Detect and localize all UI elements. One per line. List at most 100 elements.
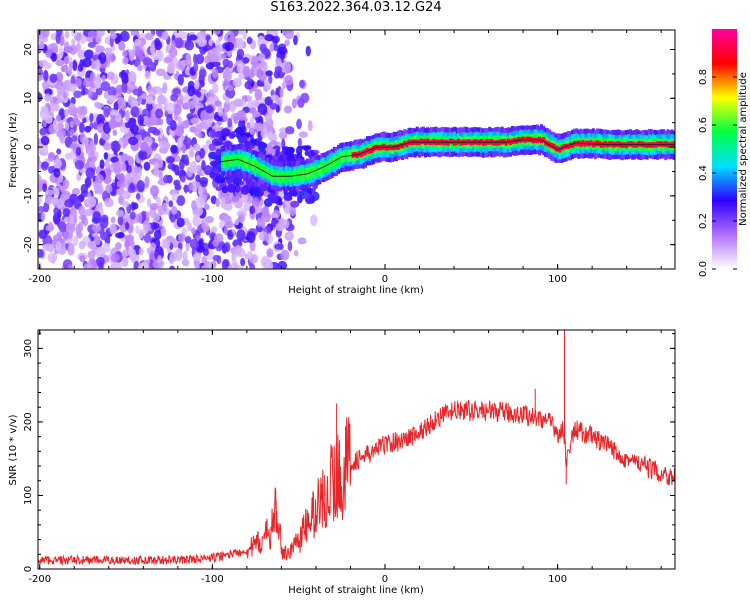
noise-blob — [210, 53, 220, 63]
noise-blob — [222, 203, 233, 211]
noise-blob — [78, 240, 86, 250]
noise-blob — [221, 259, 229, 269]
noise-blob — [284, 61, 292, 74]
noise-blob — [247, 250, 253, 260]
ridge-cell — [355, 152, 359, 158]
spectrogram-x-label: Height of straight line (km) — [288, 285, 424, 296]
noise-blob — [231, 195, 240, 203]
noise-blob — [274, 66, 283, 73]
noise-blob — [144, 32, 154, 41]
noise-blob — [50, 52, 57, 62]
noise-blob — [234, 128, 242, 134]
ridge-cell — [558, 147, 562, 153]
noise-blob — [138, 212, 143, 224]
noise-blob — [208, 39, 213, 46]
noise-blob — [168, 256, 175, 265]
snr-frame — [37, 329, 676, 570]
noise-blob — [59, 135, 66, 144]
ridge-cell — [247, 157, 251, 169]
noise-blob — [183, 158, 190, 167]
noise-blob — [84, 49, 94, 60]
noise-blob — [307, 120, 313, 132]
ridge-cell — [668, 142, 672, 148]
noise-blob — [198, 68, 207, 79]
noise-blob — [293, 249, 299, 257]
ridge-cell — [533, 137, 537, 143]
noise-blob — [195, 174, 201, 182]
x-tick-label: 0 — [382, 574, 388, 585]
ridge-cell — [504, 140, 508, 146]
noise-blob — [41, 161, 49, 168]
noise-blob — [284, 146, 295, 156]
noise-blob — [184, 235, 192, 244]
noise-blob — [95, 45, 105, 53]
noise-blob — [235, 185, 242, 192]
y-tick-label: 100 — [23, 486, 34, 505]
noise-blob — [107, 94, 116, 103]
ridge-cell — [517, 137, 521, 143]
noise-blob — [251, 99, 260, 107]
ridge-cell — [235, 154, 239, 167]
noise-blob — [76, 231, 83, 239]
noise-blob — [215, 141, 225, 146]
noise-blob — [129, 248, 136, 259]
noise-blob — [132, 88, 143, 96]
noise-blob — [103, 142, 112, 151]
noise-blob — [138, 95, 143, 105]
noise-blob — [190, 117, 200, 125]
noise-blob — [242, 30, 248, 40]
noise-blob — [242, 65, 251, 78]
noise-blob — [179, 158, 185, 171]
noise-blob — [109, 32, 118, 40]
noise-blob — [146, 117, 153, 128]
noise-blob — [249, 125, 255, 136]
ridge-cell — [525, 136, 529, 142]
ridge-cell — [432, 138, 436, 145]
noise-blob — [115, 187, 125, 196]
noise-blob — [195, 53, 205, 65]
noise-blob — [39, 108, 50, 120]
noise-blob — [62, 207, 71, 217]
noise-blob — [188, 34, 198, 41]
noise-blob — [119, 30, 130, 42]
noise-blob — [174, 164, 180, 176]
noise-blob — [269, 103, 278, 110]
noise-blob — [62, 91, 67, 99]
noise-blob — [240, 185, 250, 195]
noise-blob — [198, 185, 204, 196]
noise-blob — [200, 265, 208, 269]
noise-blob — [43, 69, 49, 82]
noise-blob — [300, 92, 310, 104]
noise-blob — [143, 233, 152, 244]
noise-blob — [193, 79, 200, 90]
noise-blob — [168, 47, 178, 58]
spectrogram-y-ticks: -20 -10 0 10 20 — [23, 43, 675, 270]
noise-blob — [284, 231, 294, 241]
noise-blob — [38, 92, 43, 103]
noise-blob — [275, 222, 285, 232]
noise-blob — [47, 252, 58, 263]
ridge-cell — [299, 168, 303, 180]
noise-blob — [153, 160, 159, 173]
ridge-cell — [254, 160, 258, 172]
noise-blob — [199, 147, 206, 159]
noise-blob — [157, 94, 166, 105]
noise-blob — [194, 123, 203, 132]
noise-blob — [88, 160, 96, 170]
noise-blob — [236, 48, 245, 60]
noise-blob — [80, 183, 88, 194]
ridge-cell — [552, 143, 556, 150]
noise-blob — [49, 73, 58, 83]
ridge-cell — [473, 138, 477, 145]
noise-blob — [107, 86, 117, 97]
ridge-cell — [589, 140, 593, 146]
noise-blob — [223, 101, 231, 113]
ridge-cell — [656, 141, 660, 147]
noise-blob — [95, 59, 101, 71]
noise-blob — [155, 108, 164, 119]
noise-blob — [174, 126, 184, 137]
noise-blob — [71, 38, 76, 46]
noise-blob — [162, 202, 168, 210]
page-title: S163.2022.364.03.12.G24 — [270, 0, 442, 15]
noise-blob — [108, 118, 117, 130]
